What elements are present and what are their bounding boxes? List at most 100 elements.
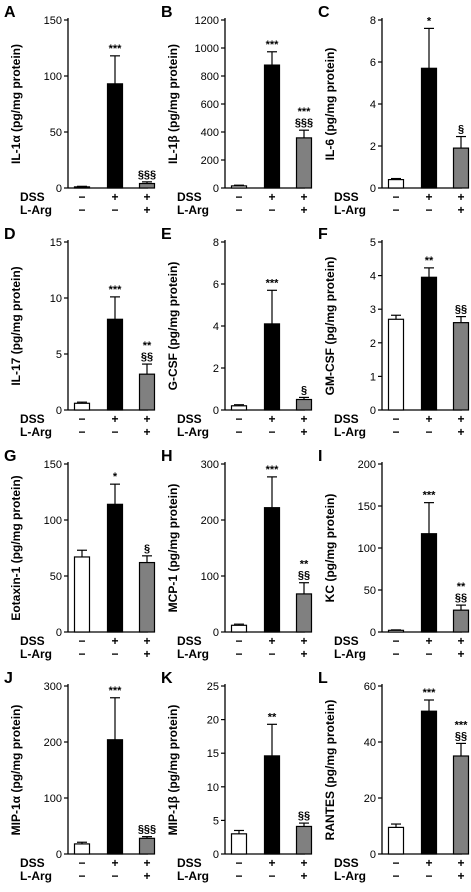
panel-letter: L [318, 670, 328, 687]
condition-mark: + [300, 647, 307, 661]
y-tick-label: 1000 [195, 43, 219, 55]
y-tick-label: 60 [364, 681, 376, 693]
significance-label: *** [109, 685, 123, 697]
condition-mark: + [457, 203, 464, 217]
y-axis-label: G-CSF (pg/mg protein) [166, 262, 180, 391]
y-tick-label: 150 [44, 15, 62, 27]
y-tick-label: 3 [370, 304, 376, 316]
y-axis-label: IL-6 (pg/mg protein) [323, 48, 337, 161]
y-tick-label: 5 [56, 349, 62, 361]
condition-label: DSS [20, 856, 45, 870]
panel-letter: C [318, 4, 330, 21]
condition-mark: − [111, 203, 118, 217]
bar [73, 402, 91, 411]
y-tick-label: 600 [201, 99, 219, 111]
y-tick-label: 4 [213, 321, 219, 333]
bar [106, 739, 124, 855]
y-tick-label: 0 [56, 849, 62, 861]
y-tick-label: 0 [370, 405, 376, 417]
y-axis-label: IL-1α (pg/mg protein) [9, 44, 23, 164]
panel-letter: B [161, 4, 173, 21]
condition-mark: + [457, 634, 464, 648]
y-tick-label: 20 [207, 715, 219, 727]
condition-label: L-Arg [334, 203, 366, 217]
significance-label: §§§ [138, 169, 156, 181]
condition-mark: + [457, 647, 464, 661]
bar [230, 624, 248, 633]
y-tick-label: 15 [50, 237, 62, 249]
panel-letter: E [161, 226, 172, 243]
condition-mark: − [235, 634, 242, 648]
y-tick-label: 800 [201, 71, 219, 83]
panel-H: H MCP-1 (pg/mg protein) 0 100 200 300 *** ** §§ D… [161, 448, 313, 661]
y-tick-label: 100 [44, 793, 62, 805]
significance-label: *** [109, 43, 123, 55]
significance-label: § [144, 543, 150, 555]
condition-mark: + [425, 856, 432, 870]
significance-label: §§ [298, 810, 310, 822]
y-tick-label: 0 [370, 849, 376, 861]
significance-label: ** §§ [455, 581, 467, 604]
y-tick-label: 40 [364, 737, 376, 749]
panel-L: L RANTES (pg/mg protein) 0 20 40 60 *** *** §§ DS… [318, 670, 470, 883]
y-tick-label: 50 [364, 585, 376, 597]
y-tick-label: 400 [201, 127, 219, 139]
condition-mark: + [268, 856, 275, 870]
panel-B: B IL-1β (pg/mg protein) 0 200 400 600 800 1000 1… [161, 4, 313, 217]
y-tick-label: 0 [370, 627, 376, 639]
y-tick-label: 2 [370, 338, 376, 350]
condition-mark: − [235, 647, 242, 661]
condition-label: L-Arg [20, 869, 52, 883]
panel-letter: K [161, 670, 173, 687]
y-tick-label: 0 [56, 183, 62, 195]
y-tick-label: 100 [44, 71, 62, 83]
condition-label: DSS [177, 412, 202, 426]
y-axis-label: IL-1β (pg/mg protein) [166, 44, 180, 164]
bar [138, 373, 156, 411]
condition-label: L-Arg [177, 203, 209, 217]
panel-G: G Eotaxin-1 (pg/mg protein) 0 50 100 150 * § DSS… [4, 448, 156, 661]
bar [387, 179, 405, 189]
bar [420, 276, 438, 411]
condition-mark: − [425, 869, 432, 883]
y-tick-label: 300 [201, 459, 219, 471]
y-axis-label: GM-CSF (pg/mg protein) [323, 257, 337, 396]
significance-label: *** [266, 39, 280, 51]
bar [73, 186, 91, 189]
y-tick-label: 50 [50, 571, 62, 583]
y-tick-label: 0 [370, 183, 376, 195]
y-tick-label: 0 [213, 183, 219, 195]
condition-mark: − [425, 203, 432, 217]
condition-mark: − [111, 425, 118, 439]
condition-mark: − [268, 869, 275, 883]
bar [106, 318, 124, 411]
y-tick-label: 200 [201, 155, 219, 167]
significance-label: *** [423, 687, 437, 699]
condition-mark: − [392, 190, 399, 204]
condition-mark: + [457, 869, 464, 883]
panel-letter: A [4, 4, 16, 21]
condition-mark: + [300, 203, 307, 217]
condition-label: DSS [177, 190, 202, 204]
bar [106, 83, 124, 189]
y-axis-label: IL-17 (pg/mg protein) [9, 266, 23, 385]
condition-mark: − [78, 869, 85, 883]
bar [420, 533, 438, 633]
y-axis-label: MCP-1 (pg/mg protein) [166, 484, 180, 613]
condition-mark: + [425, 190, 432, 204]
condition-label: L-Arg [20, 425, 52, 439]
bar [452, 609, 470, 633]
bar [263, 507, 281, 633]
condition-mark: − [235, 425, 242, 439]
y-axis-label: MIP-1α (pg/mg protein) [9, 705, 23, 836]
condition-label: DSS [20, 412, 45, 426]
condition-mark: − [78, 425, 85, 439]
condition-mark: + [111, 412, 118, 426]
condition-mark: − [235, 869, 242, 883]
condition-label: L-Arg [20, 647, 52, 661]
y-tick-label: 5 [213, 815, 219, 827]
y-tick-label: 15 [207, 748, 219, 760]
